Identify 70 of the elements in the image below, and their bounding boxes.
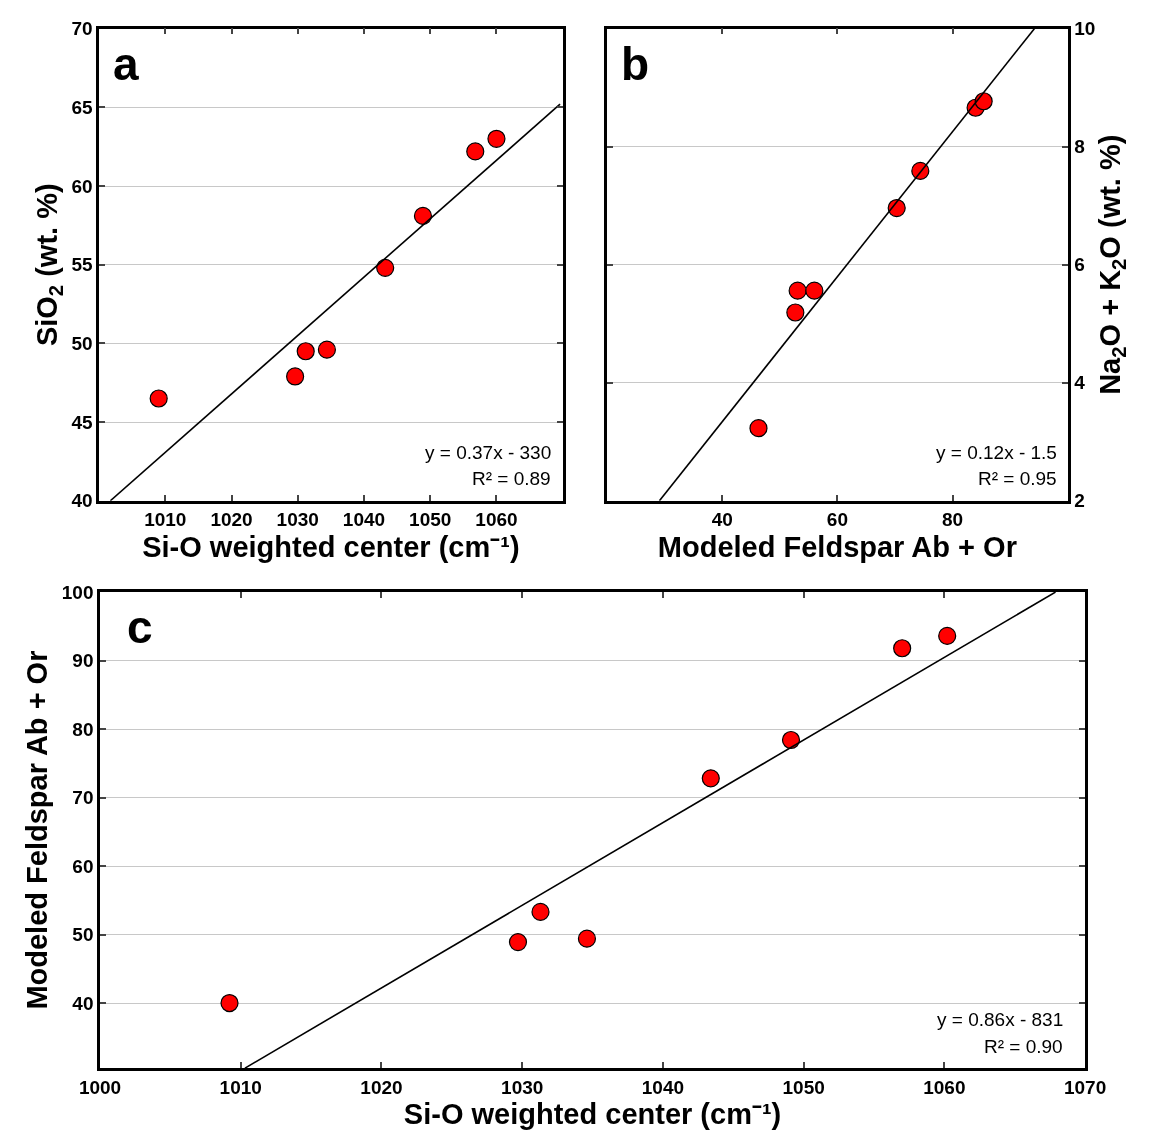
- annotation: c: [127, 601, 153, 653]
- point: [786, 303, 805, 322]
- y2-tick-label: 4: [1074, 372, 1086, 394]
- point: [749, 419, 768, 438]
- x-tick-label: 80: [941, 509, 964, 531]
- y-tick-label: 70: [71, 18, 93, 40]
- point: [317, 340, 336, 359]
- y-tick-label: 50: [71, 333, 93, 355]
- point: [788, 281, 807, 300]
- y2-tick-label: 10: [1074, 18, 1096, 40]
- y-tick-label: 45: [71, 411, 93, 433]
- annotation: y = 0.86x - 831: [937, 1009, 1064, 1030]
- x-axis-title: Si-O weighted center (cm⁻¹): [403, 1098, 782, 1131]
- point: [466, 142, 485, 161]
- point: [781, 730, 801, 750]
- point: [286, 367, 305, 386]
- point: [376, 258, 395, 277]
- y-tick-label: 40: [71, 490, 93, 512]
- x-tick-label: 1070: [1063, 1076, 1107, 1098]
- x-tick-label: 1040: [342, 509, 386, 531]
- x-tick-label: 1030: [501, 1076, 544, 1098]
- y-tick-label: 60: [72, 855, 94, 877]
- y-axis-title: Modeled Feldspar Ab + Or: [21, 650, 54, 1010]
- x-tick-label: 1030: [276, 509, 319, 531]
- point: [508, 932, 528, 952]
- point: [296, 342, 315, 361]
- x-tick-label: 40: [711, 509, 733, 531]
- annotation: R² = 0.89: [472, 468, 551, 489]
- x-tick-label: 1040: [641, 1076, 685, 1098]
- y2-tick-label: 8: [1074, 136, 1085, 158]
- x-axis-title: Modeled Feldspar Ab + Or: [657, 531, 1017, 564]
- point: [805, 281, 824, 300]
- x-tick-label: 1000: [78, 1076, 122, 1098]
- y-tick-label: 90: [72, 650, 94, 672]
- x-tick-label: 1050: [409, 509, 452, 531]
- y2-tick-label: 6: [1074, 254, 1085, 276]
- y-tick-label: 80: [72, 718, 94, 740]
- x-tick-label: 1020: [360, 1076, 403, 1098]
- x-tick-label: 1020: [210, 509, 253, 531]
- x-axis-title: Si-O weighted center (cm⁻¹): [142, 531, 520, 564]
- annotation: a: [113, 38, 139, 90]
- annotation: y = 0.12x - 1.5: [936, 442, 1057, 463]
- point: [577, 929, 597, 948]
- point: [149, 389, 168, 408]
- annotation: b: [621, 38, 650, 90]
- point: [974, 92, 993, 111]
- point: [487, 129, 506, 148]
- annotation: y = 0.37x - 330: [425, 442, 552, 463]
- x-tick-label: 1010: [144, 509, 187, 531]
- y2-tick-label: 2: [1074, 490, 1085, 512]
- point: [413, 206, 433, 226]
- point: [220, 993, 239, 1013]
- annotation: R² = 0.95: [978, 468, 1057, 489]
- y-tick-label: 55: [71, 254, 93, 276]
- y-tick-label: 100: [61, 581, 94, 603]
- annotation: R² = 0.90: [984, 1036, 1063, 1057]
- x-tick-label: 1060: [923, 1076, 966, 1098]
- x-tick-label: 1060: [475, 509, 518, 531]
- point: [938, 626, 957, 645]
- y-tick-label: 70: [72, 787, 94, 809]
- y-tick-label: 60: [71, 175, 93, 197]
- point: [893, 639, 912, 658]
- y-tick-label: 50: [72, 924, 94, 946]
- y-tick-label: 65: [71, 96, 93, 118]
- x-tick-label: 1010: [219, 1076, 262, 1098]
- point: [531, 902, 550, 922]
- x-tick-label: 60: [826, 509, 848, 531]
- x-tick-label: 1050: [782, 1076, 825, 1098]
- point: [701, 769, 720, 788]
- y-tick-label: 40: [72, 992, 94, 1014]
